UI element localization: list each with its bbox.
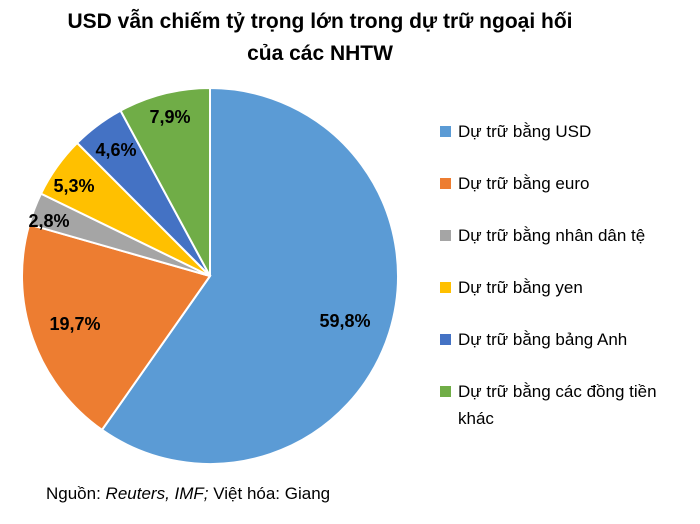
legend-swatch-0 bbox=[440, 126, 451, 137]
pie-slice-0 bbox=[100, 86, 399, 465]
source-prefix: Nguồn: bbox=[46, 484, 106, 503]
source-italic: Reuters, IMF; bbox=[105, 484, 209, 503]
pie-chart: 59,8% 19,7% 2,8% 5,3%4,6% 7,9% bbox=[21, 86, 399, 465]
legend-label-2: Dự trữ bằng nhân dân tệ bbox=[458, 226, 646, 245]
legend-item-2: Dự trữ bằng nhân dân tệ bbox=[440, 222, 700, 249]
pie-data-label-0: 59,8% bbox=[319, 311, 370, 331]
legend-item-3: Dự trữ bằng yen bbox=[440, 274, 700, 301]
pie-data-label-4: 4,6% bbox=[95, 140, 136, 160]
chart-title-line-2: của các NHTW bbox=[247, 42, 393, 65]
pie-data-label-2: 2,8% bbox=[28, 211, 69, 231]
pie-data-label-5: 7,9% bbox=[149, 107, 190, 127]
pie-slice-1 bbox=[21, 223, 212, 432]
legend-item-0: Dự trữ bằng USD bbox=[440, 118, 700, 145]
legend-item-1: Dự trữ bằng euro bbox=[440, 170, 700, 197]
pie-data-label-3: 5,3% bbox=[53, 176, 94, 196]
legend-label-3: Dự trữ bằng yen bbox=[458, 278, 583, 297]
pie-slice-5 bbox=[119, 86, 211, 277]
chart-title-line-1: USD vẫn chiếm tỷ trọng lớn trong dự trữ … bbox=[67, 10, 573, 33]
source-note: Nguồn: Reuters, IMF; Việt hóa: Giang bbox=[46, 482, 330, 506]
legend-item-5: Dự trữ bằng các đồng tiền khác bbox=[440, 378, 700, 432]
legend-item-4: Dự trữ bằng bảng Anh bbox=[440, 326, 700, 353]
legend-swatch-4 bbox=[440, 334, 451, 345]
legend-swatch-3 bbox=[440, 282, 451, 293]
legend-label-1: Dự trữ bằng euro bbox=[458, 174, 590, 193]
legend-label-0: Dự trữ bằng USD bbox=[458, 122, 592, 141]
legend-label-5: Dự trữ bằng các đồng tiền khác bbox=[458, 382, 657, 428]
chart-title: USD vẫn chiếm tỷ trọng lớn trong dự trữ … bbox=[0, 6, 640, 70]
legend-swatch-2 bbox=[440, 230, 451, 241]
legend-label-4: Dự trữ bằng bảng Anh bbox=[458, 330, 628, 349]
legend-swatch-1 bbox=[440, 178, 451, 189]
source-suffix: Việt hóa: Giang bbox=[208, 484, 331, 503]
legend-swatch-5 bbox=[440, 386, 451, 397]
pie-data-label-1: 19,7% bbox=[49, 314, 100, 334]
